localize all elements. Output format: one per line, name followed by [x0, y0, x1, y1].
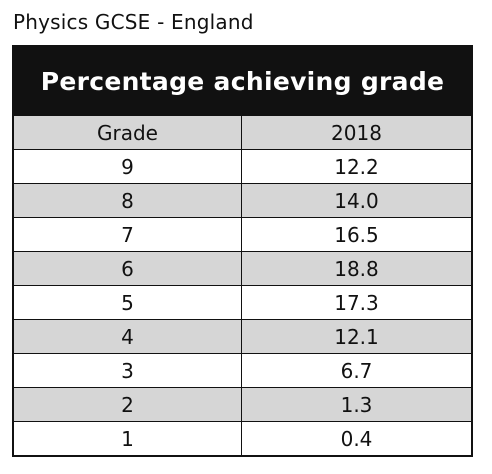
- page-caption: Physics GCSE - England: [13, 10, 254, 34]
- table-row: 1 0.4: [14, 421, 471, 455]
- grade-cell: 7: [14, 218, 242, 251]
- percentage-cell: 18.8: [334, 256, 379, 281]
- table-body: 9 12.2 8 14.0 7 16.5 6 18.8 5 17.3 4 12.1 3 6.7 2 1.3 1 0…: [14, 149, 471, 455]
- grade-cell: 2: [14, 388, 242, 421]
- percentage-cell: 16.5: [334, 222, 379, 247]
- percentage-cell: 14.0: [334, 188, 379, 213]
- grade-cell: 3: [14, 354, 242, 387]
- table-row: 9 12.2: [14, 149, 471, 183]
- grade-cell: 8: [14, 184, 242, 217]
- percentage-cell: 1.3: [340, 392, 373, 417]
- percentage-cell: 12.1: [334, 324, 379, 349]
- column-header-year: 2018: [331, 120, 382, 145]
- table-row: 8 14.0: [14, 183, 471, 217]
- percentage-cell: 0.4: [340, 426, 373, 451]
- table-row: 3 6.7: [14, 353, 471, 387]
- percentage-cell: 12.2: [334, 154, 379, 179]
- table-row: 2 1.3: [14, 387, 471, 421]
- grade-cell: 9: [14, 150, 242, 183]
- grade-cell: 4: [14, 320, 242, 353]
- table-row: 5 17.3: [14, 285, 471, 319]
- percentage-cell: 6.7: [340, 358, 373, 383]
- table-title: Percentage achieving grade: [14, 47, 471, 116]
- percentage-cell: 17.3: [334, 290, 379, 315]
- table-row: 6 18.8: [14, 251, 471, 285]
- column-header-grade: Grade: [14, 116, 242, 149]
- table-row: 7 16.5: [14, 217, 471, 251]
- table-row: 4 12.1: [14, 319, 471, 353]
- table-header-row: Grade 2018: [14, 116, 471, 149]
- grade-cell: 1: [14, 422, 242, 455]
- grade-cell: 6: [14, 252, 242, 285]
- grade-cell: 5: [14, 286, 242, 319]
